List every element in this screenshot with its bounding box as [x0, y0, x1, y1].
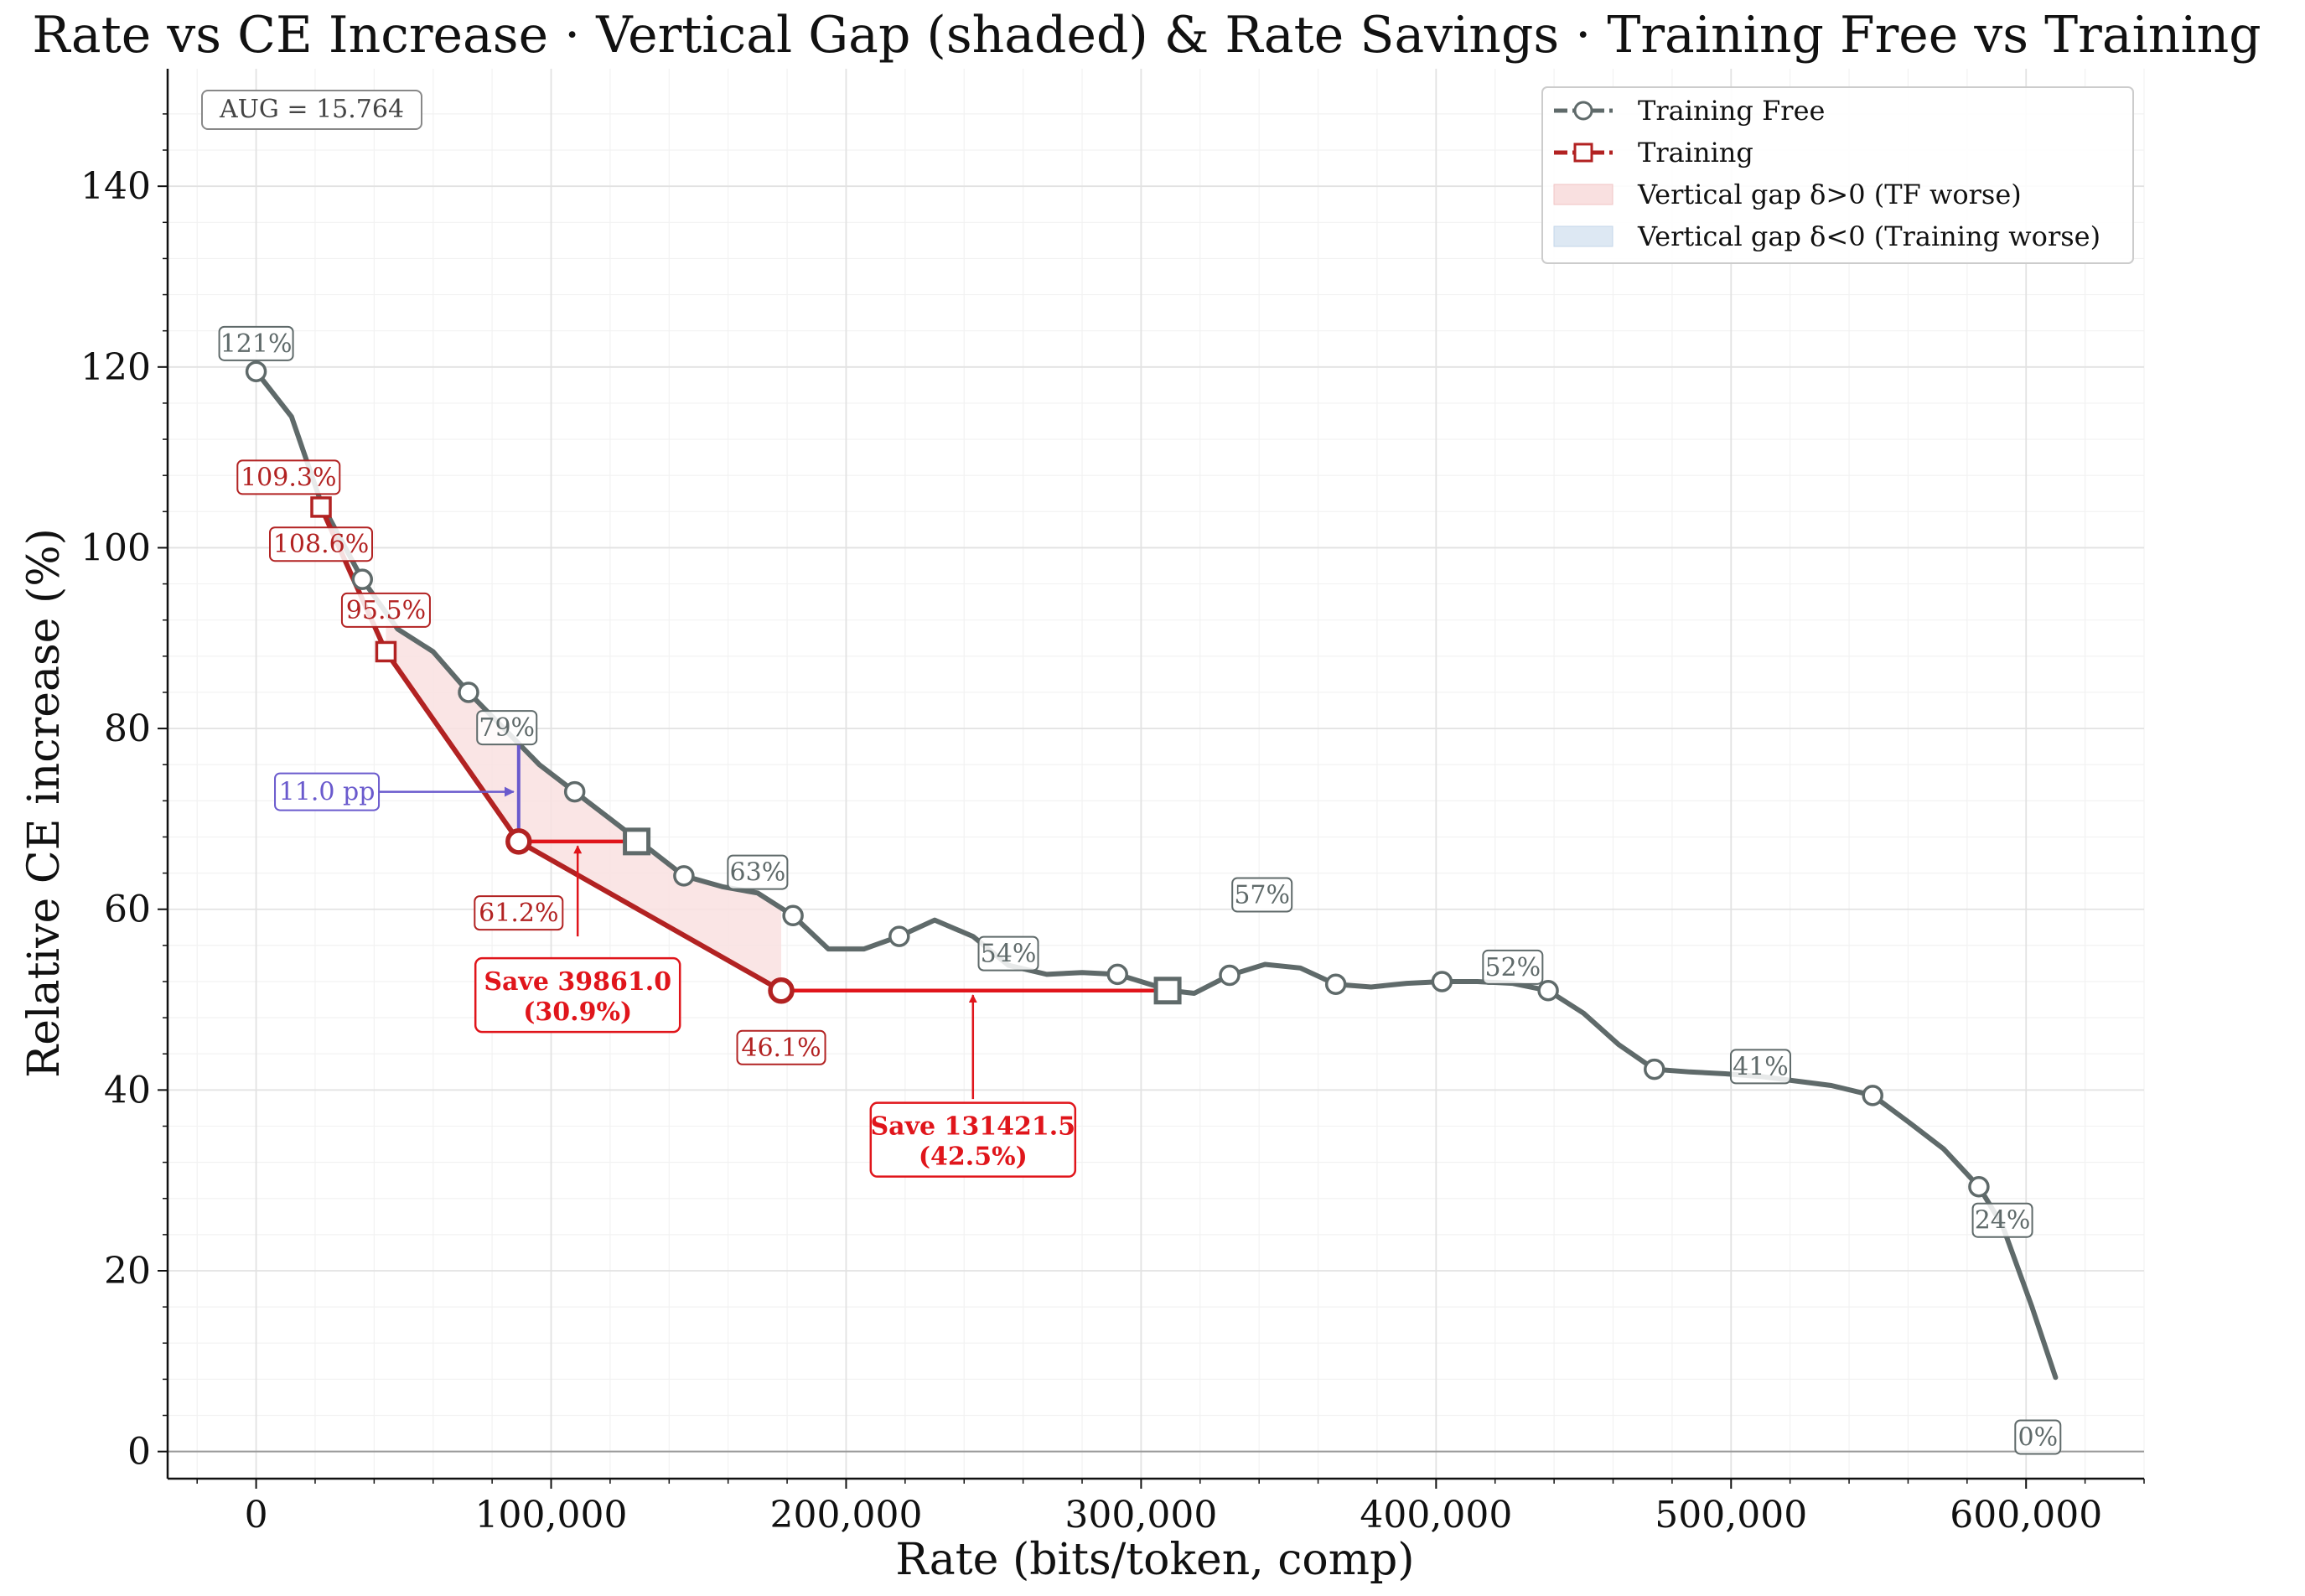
savings-end-point: [623, 827, 651, 856]
point-annotation-box: [727, 854, 789, 890]
point-annotation-box: [1482, 949, 1544, 985]
point-annotation-box: [977, 935, 1039, 972]
point-annotation-label: 46.1%: [741, 1034, 821, 1063]
y-axis-label: Relative CE increase (%): [19, 528, 70, 1078]
legend-entry-label: Vertical gap δ<0 (Training worse): [1637, 220, 2100, 252]
point-annotation-label: 108.6%: [273, 530, 369, 559]
aug-label: AUG = 15.764: [219, 95, 404, 124]
savings-label-line2: (42.5%): [919, 1143, 1028, 1172]
point-annotation-box: [218, 325, 294, 361]
training-free-marker: [673, 865, 695, 887]
training-free-marker: [1106, 963, 1128, 986]
legend-swatch-patch: [1553, 184, 1614, 205]
training-free-marker: [1537, 980, 1559, 1002]
point-annotation-label: 57%: [1234, 881, 1290, 910]
training-free-marker: [563, 780, 586, 803]
training-free-marker: [458, 681, 479, 703]
point-annotation-box: [340, 592, 431, 628]
savings-label-line1: Save 39861.0: [484, 967, 671, 997]
legend-swatch-circle: [1573, 101, 1593, 121]
point-annotation-box: [236, 459, 341, 495]
training-marker: [375, 640, 397, 663]
training-free-marker: [1862, 1085, 1883, 1106]
training-free-marker: [1644, 1058, 1665, 1080]
gap-and-savings-overlays: Save 39861.0(30.9%) Save 131421.5(42.5%) 1…: [274, 742, 1168, 1178]
series-lines: [253, 369, 2059, 1381]
y-tick-label: 100: [80, 526, 151, 569]
point-annotation-box: [474, 895, 564, 931]
y-tick-label: 80: [104, 707, 151, 750]
savings-label-box: [474, 956, 681, 1034]
savings-label-line1: Save 131421.5: [870, 1112, 1075, 1142]
aug-label-box: [201, 90, 422, 130]
point-annotation-label: 63%: [730, 858, 786, 888]
x-tick-label: 100,000: [475, 1494, 628, 1536]
training-marker: [310, 496, 332, 518]
point-annotation-label: 79%: [479, 713, 535, 743]
y-tick-label: 40: [104, 1069, 151, 1112]
chart-title: Rate vs CE Increase · Vertical Gap (shad…: [32, 6, 2261, 65]
training-free-marker: [1968, 1175, 1990, 1198]
training-free-marker: [1219, 964, 1241, 987]
x-axis-label: Rate (bits/token, comp): [895, 1535, 1414, 1585]
savings-label-line2: (30.9%): [523, 998, 632, 1027]
point-annotation-label: 121%: [220, 329, 293, 359]
point-annotation-box: [476, 710, 538, 746]
x-tick-label: 0: [245, 1494, 268, 1536]
point-annotation-box: [269, 526, 374, 562]
point-annotation-label: 95.5%: [346, 596, 426, 625]
axes: 0 100,000 200,000 300,000 400,000 500,000 600,…: [80, 69, 2145, 1536]
legend-entry-label: Training: [1638, 137, 1753, 168]
y-tick-label: 60: [104, 889, 151, 931]
training-free-marker: [245, 360, 267, 382]
grid: [168, 69, 2145, 1479]
series-markers: [245, 360, 1990, 1198]
x-tick-label: 400,000: [1360, 1494, 1512, 1536]
point-annotation-label: 41%: [1733, 1052, 1789, 1081]
y-tick-label: 20: [104, 1250, 151, 1293]
savings-start-point: [505, 828, 532, 855]
y-tick-label: 120: [80, 346, 151, 389]
training-free-marker: [1324, 973, 1347, 995]
legend: Training Free Training Vertical gap δ>0 (T…: [1541, 86, 2134, 264]
x-tick-label: 500,000: [1655, 1494, 1807, 1536]
x-tick-label: 300,000: [1064, 1494, 1217, 1536]
point-annotation-label: 61.2%: [479, 899, 558, 928]
legend-swatch-square: [1573, 142, 1593, 163]
point-annotation-label: 52%: [1485, 953, 1541, 982]
savings-end-point: [1153, 977, 1182, 1005]
x-tick-label: 200,000: [769, 1494, 922, 1536]
point-annotation-label: 54%: [981, 940, 1037, 969]
training-free-marker: [351, 568, 374, 590]
point-annotation-box: [1729, 1049, 1791, 1085]
savings-label-box: [869, 1101, 1077, 1178]
vertical-gap-label: 11.0 pp: [279, 778, 376, 807]
legend-entry-label: Training Free: [1638, 95, 1825, 127]
y-tick-label: 140: [80, 165, 151, 208]
point-annotations: 121% 109.3% 108.6% 95.5% 79% 63% 61.2% 46.1% 54%…: [218, 325, 2062, 1455]
training-free-marker: [888, 925, 910, 947]
point-annotation-label: 109.3%: [241, 463, 336, 492]
point-annotation-label: 24%: [1975, 1206, 2031, 1236]
point-annotation-box: [2014, 1419, 2062, 1455]
point-annotation-box: [1231, 877, 1293, 913]
legend-swatch-patch: [1553, 225, 1614, 247]
legend-box: [1541, 86, 2134, 264]
series-line-training-free: [253, 369, 2059, 1381]
training-free-marker: [782, 904, 804, 927]
x-tick-label: 600,000: [1950, 1494, 2102, 1536]
point-annotation-box: [736, 1029, 826, 1065]
point-annotation-label: 0%: [2018, 1422, 2059, 1452]
legend-entry-label: Vertical gap δ>0 (TF worse): [1637, 179, 2022, 210]
point-annotation-box: [1971, 1202, 2033, 1238]
y-tick-label: 0: [127, 1431, 151, 1474]
savings-start-point: [768, 977, 795, 1004]
training-free-marker: [1431, 971, 1453, 992]
